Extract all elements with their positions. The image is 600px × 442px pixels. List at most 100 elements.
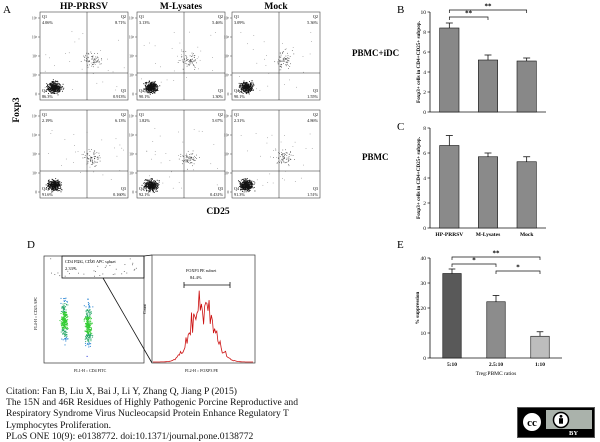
- quadrant-label: Q1: [42, 112, 47, 117]
- x-axis-label: Treg:PBMC ratios: [476, 371, 517, 377]
- zoom-line-top: [143, 254, 153, 257]
- quadrant-value: 8.71%: [115, 20, 126, 25]
- y-tick-label: 4: [423, 176, 426, 182]
- gate-value-1: 2.33%: [65, 266, 77, 271]
- y-axis-label: Foxp3+ cells in CD4+CD25+ subpop.: [416, 20, 422, 103]
- tick-label: 10⁴: [129, 36, 135, 40]
- panel-letter-e: E: [397, 239, 404, 251]
- flow-plot: 10⁵ 10⁴ 10³ 10² 0 Q13.13% Q25.46% Q31.30% Q490.1…: [129, 11, 226, 101]
- tick-label: 10³: [129, 153, 135, 157]
- tick-label: 0: [132, 93, 134, 97]
- quadrant-value: 90.1%: [234, 94, 245, 99]
- dot-plot-frame: [43, 255, 145, 364]
- quadrant-value: 90.1%: [139, 94, 150, 99]
- panel-letter-a: A: [3, 4, 11, 16]
- y-tick-label: 4: [423, 70, 426, 76]
- quadrant-value: 86.3%: [42, 94, 53, 99]
- bar-chart-e: 0 10 20 30 40 5:10 2.5:10 1:10 % suppression Treg…: [415, 250, 562, 377]
- tick-label: 10⁵: [129, 17, 135, 21]
- bar: [516, 60, 537, 113]
- significance-bracket: [448, 16, 489, 20]
- tick-label: 10³: [32, 55, 38, 59]
- tick-label: 10⁴: [32, 134, 38, 138]
- citation-block: Citation: Fan B, Liu X, Bai J, Li Y, Zha…: [6, 386, 396, 442]
- quadrant-label: Q4: [234, 186, 240, 191]
- quadrant-value: 5.46%: [212, 20, 223, 25]
- quadrant-value: 5.67%: [212, 118, 223, 123]
- quadrant-label: Q4: [42, 186, 48, 191]
- y-tick-label: 30: [421, 281, 427, 287]
- bar: [442, 273, 462, 359]
- quadrant-value: 3.09%: [234, 20, 245, 25]
- category-label: 2.5:10: [489, 362, 503, 368]
- category-label: 1:10: [535, 362, 545, 368]
- quadrant-label: Q2: [218, 112, 223, 117]
- y-tick-label: 6: [423, 50, 426, 56]
- column-header: Mock: [264, 2, 288, 12]
- quadrant-value: 1.82%: [139, 118, 150, 123]
- significance-bracket: [451, 263, 497, 267]
- quadrant-label: Q3: [313, 186, 318, 191]
- tick-label: 10³: [224, 153, 230, 157]
- tick-label: 10⁵: [129, 115, 135, 119]
- bar: [516, 161, 537, 229]
- tick-label: 10³: [129, 55, 135, 59]
- tick-label: 10²: [129, 74, 135, 78]
- flow-cytometry-grid: HP-PRRSV M-Lysates Mock PBMC+iDC PBMC Foxp3 CD…: [12, 2, 399, 217]
- quadrant-label: Q1: [234, 14, 239, 19]
- significance-bracket: [495, 270, 541, 274]
- row-label-pbmc-idc: PBMC+iDC: [352, 48, 399, 58]
- tick-label: 10⁵: [224, 115, 230, 119]
- x-axis-label-cd25: CD25: [206, 207, 229, 217]
- quadrant-label: Q4: [139, 186, 145, 191]
- y-tick-label: 0: [423, 110, 426, 116]
- y-axis-label-foxp3: Foxp3: [12, 97, 22, 123]
- significance-label: *: [472, 257, 476, 265]
- gate-label-1: CD4 FITC, CD25 APC subset: [65, 259, 116, 265]
- tick-label: 10²: [224, 74, 230, 78]
- quadrant-value: 1.30%: [212, 94, 223, 99]
- flow-plot: 10⁵ 10⁴ 10³ 10² 0 Q12.31% Q24.86% Q31.51% Q491.3…: [224, 109, 321, 199]
- significance-label: *: [516, 264, 520, 272]
- quadrant-label: Q2: [313, 112, 318, 117]
- histogram-trace: [153, 290, 254, 363]
- quadrant-value: 1.51%: [307, 192, 318, 197]
- quadrant-label: Q4: [234, 88, 240, 93]
- gate-value-2: 84.4%: [190, 275, 202, 280]
- citation-line: PLoS ONE 10(9): e0138772. doi:10.1371/jo…: [6, 430, 254, 442]
- cc-icon: [521, 411, 543, 433]
- tick-label: 10⁴: [224, 134, 230, 138]
- significance-bracket: [451, 256, 541, 260]
- flow-plot: 10⁵ 10⁴ 10³ 10² 0 Q14.06% Q28.71% Q30.913% Q486.…: [32, 11, 129, 101]
- significance-bracket: [448, 9, 528, 13]
- row-label-pbmc: PBMC: [362, 152, 389, 162]
- tick-label: 10⁴: [129, 134, 135, 138]
- zoom-line-bottom: [102, 277, 153, 364]
- y-axis-label: % suppression: [415, 292, 421, 325]
- quadrant-value: 91.6%: [42, 192, 53, 197]
- quadrant-label: Q3: [218, 88, 223, 93]
- by-label: BY: [569, 430, 578, 437]
- quadrant-label: Q4: [139, 88, 145, 93]
- cc-by-license-badge: cc BY: [517, 407, 595, 438]
- tick-label: 10³: [224, 55, 230, 59]
- quadrant-label: Q3: [313, 88, 318, 93]
- bar: [530, 335, 550, 359]
- y-tick-label: 0: [423, 226, 426, 232]
- dot-y-label: FL4-H :: CD25 APC: [33, 296, 38, 330]
- y-tick-label: 10: [421, 10, 427, 16]
- quadrant-value: 92.1%: [139, 192, 150, 197]
- quadrant-label: Q1: [42, 14, 47, 19]
- quadrant-label: Q4: [42, 88, 48, 93]
- quadrant-label: Q2: [121, 14, 126, 19]
- quadrant-value: 4.06%: [42, 20, 53, 25]
- bar: [486, 301, 506, 359]
- panel-letter-c: C: [397, 121, 404, 133]
- hist-y-label: Count: [142, 303, 147, 314]
- y-tick-label: 2: [423, 201, 426, 207]
- bar: [439, 145, 460, 229]
- tick-label: 10⁵: [32, 115, 38, 119]
- quadrant-label: Q3: [121, 88, 126, 93]
- tick-label: 0: [132, 191, 134, 195]
- category-label: M-Lysates: [476, 232, 500, 238]
